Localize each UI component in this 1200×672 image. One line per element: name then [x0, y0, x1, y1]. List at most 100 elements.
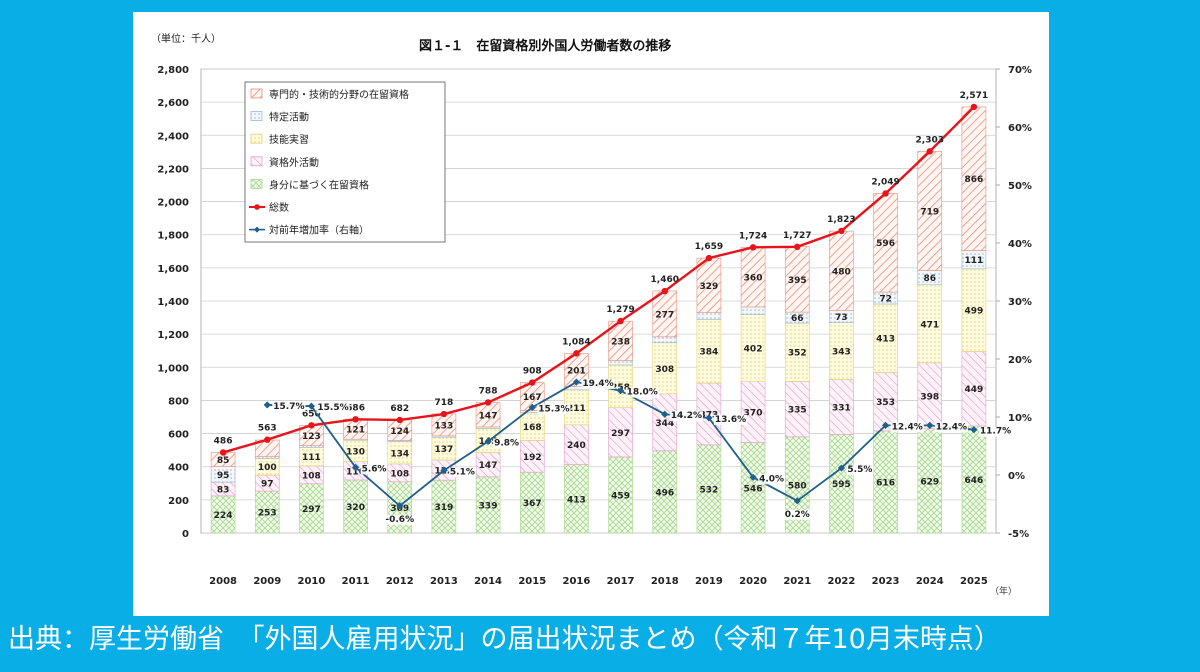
rate-point	[616, 387, 625, 395]
segment-label: 66	[791, 314, 804, 324]
segment-label: 253	[258, 509, 277, 519]
segment-label: 137	[435, 445, 454, 455]
y-tick-label: 2,000	[157, 198, 189, 209]
segment-label: 402	[744, 344, 763, 354]
y-tick-label: 600	[168, 430, 189, 441]
y-tick-label: 1,200	[157, 330, 189, 341]
bar-segment	[961, 106, 987, 251]
y2-axis: -5% 0% 10% 20% 30% 40% 50% 60% 70%	[996, 65, 1032, 540]
bar-segment	[608, 456, 633, 534]
segment-label: 866	[965, 175, 984, 185]
segment-label: 124	[390, 427, 409, 437]
bar-segment	[696, 319, 722, 384]
bar-segment	[961, 268, 987, 352]
segment-label: 532	[700, 485, 719, 495]
rate-point	[793, 497, 801, 505]
x-tick-label: 2015	[518, 576, 546, 587]
y2-tick-label: 30%	[1008, 297, 1032, 308]
rate-value-label: 15.5%	[317, 403, 348, 413]
total-point	[308, 422, 315, 429]
rate-value-label: 5.6%	[362, 464, 387, 474]
rate-label-bg	[272, 401, 306, 412]
x-tick-label: 2012	[386, 576, 414, 587]
legend-box	[244, 81, 446, 243]
rate-label-bg	[758, 474, 786, 485]
y-tick-label: 0	[182, 529, 189, 540]
legend-label: 資格外活動	[269, 156, 319, 169]
segment-label: 111	[302, 453, 321, 463]
total-value-label: 563	[258, 424, 277, 434]
total-point	[794, 243, 801, 251]
x-tick-label: 2024	[916, 576, 944, 587]
segment-label: 224	[214, 511, 233, 521]
total-point	[264, 436, 271, 443]
segment-label: 133	[435, 421, 454, 431]
segment-label: 297	[611, 429, 630, 439]
y-tick-label: 2,200	[157, 164, 189, 175]
legend-swatch	[250, 88, 263, 99]
rate-value-label: 12.4%	[892, 422, 923, 432]
segment-label: 546	[744, 484, 763, 494]
segment-label: 331	[832, 403, 851, 413]
segment-label: 108	[390, 469, 409, 479]
segment-label: 353	[876, 398, 895, 408]
y-tick-label: 1,000	[157, 363, 189, 374]
x-tick-label: 2011	[342, 576, 370, 587]
x-tick-label: 2017	[607, 576, 635, 587]
total-value-label: 1,460	[651, 275, 679, 285]
y2-tick-label: 60%	[1008, 123, 1032, 134]
rate-point	[484, 437, 492, 446]
legend-swatch	[250, 156, 263, 167]
rate-value-label: 15.7%	[273, 402, 304, 412]
rate-label-bg	[625, 387, 659, 398]
rate-point	[572, 378, 581, 386]
segment-label: 449	[965, 385, 984, 395]
x-tick-label: 2023	[872, 576, 900, 587]
y2-tick-label: 70%	[1008, 65, 1032, 76]
segment-label: 339	[479, 501, 498, 511]
segment-label: 629	[920, 477, 939, 487]
bar-segment	[608, 360, 633, 366]
y2-tick-label: 40%	[1008, 239, 1032, 250]
segment-label: 335	[788, 406, 807, 416]
rate-label-bg	[890, 422, 924, 433]
rate-label-bg	[537, 404, 571, 415]
segment-label: 277	[655, 310, 674, 320]
rate-label-bg	[316, 403, 350, 414]
bar-segment	[740, 306, 766, 315]
bar-segment	[431, 479, 457, 534]
legend-label: 技能実習	[269, 133, 309, 146]
segment-label: 319	[435, 503, 454, 513]
total-line: 486 563 650 686 682 718 788 908 1,084 1,279 1,460 1…	[214, 91, 988, 456]
bar-segment	[740, 314, 766, 382]
total-value-label: 788	[479, 386, 498, 396]
total-point	[926, 148, 933, 155]
segment-label: 240	[567, 441, 586, 451]
y-tick-label: 1,800	[157, 231, 189, 242]
segment-label: 211	[567, 404, 586, 414]
total-point	[749, 244, 757, 251]
rate-point	[528, 403, 536, 412]
legend-label: 総数	[269, 201, 289, 214]
rate-label-bg	[713, 414, 748, 425]
total-point	[970, 103, 978, 111]
legend-label: 対前年増加率（右軸）	[269, 224, 369, 237]
segment-label: 384	[700, 348, 719, 358]
legend-marker	[254, 226, 260, 233]
segment-label: 596	[876, 239, 895, 249]
bar-segment	[564, 464, 589, 534]
rate-value-label: 19.4%	[582, 379, 613, 389]
total-value-label: 686	[346, 403, 365, 413]
rate-point	[749, 473, 757, 481]
total-point	[838, 227, 845, 235]
segment-label: 168	[523, 423, 542, 433]
total-value-label: 650	[302, 409, 321, 419]
rate-value-label: 5.1%	[450, 468, 475, 478]
rate-value-label: 4.0%	[759, 474, 784, 484]
chart-panel: （単位：千人） 図１-１ 在留資格別外国人労働者数の推移 0 200 400 600 8…	[133, 12, 1049, 616]
x-tick-label: 2009	[253, 576, 281, 587]
total-value-label: 2,049	[871, 177, 899, 187]
rate-value-label: 0.2%	[785, 510, 810, 520]
total-point	[440, 410, 448, 418]
segment-label: 320	[346, 503, 365, 513]
